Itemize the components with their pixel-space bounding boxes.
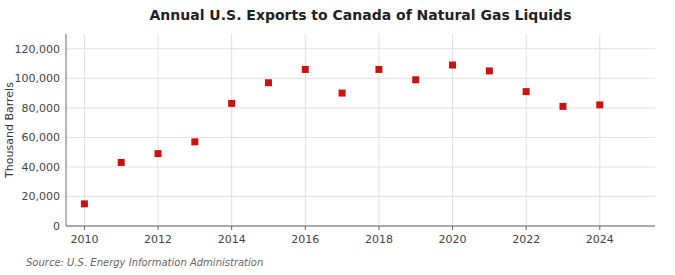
- chart-container: Annual U.S. Exports to Canada of Natural…: [0, 0, 675, 275]
- x-grid-line: [84, 34, 85, 226]
- y-tick-label: 20,000: [22, 190, 61, 203]
- y-grid-line: [66, 78, 655, 79]
- x-grid-line: [526, 34, 527, 226]
- title: Annual U.S. Exports to Canada of Natural…: [150, 7, 572, 23]
- point: [155, 150, 162, 157]
- x-tick: [452, 226, 453, 230]
- point: [559, 103, 566, 110]
- x-tick-label: 2022: [512, 233, 540, 246]
- x-tick-label: 2024: [586, 233, 614, 246]
- x-grid-line: [599, 34, 600, 226]
- x-tick-label: 2016: [291, 233, 319, 246]
- x-grid-line: [305, 34, 306, 226]
- point: [302, 66, 309, 73]
- point: [596, 101, 603, 108]
- x-tick: [231, 226, 232, 230]
- point: [265, 79, 272, 86]
- point: [412, 76, 419, 83]
- y-tick-label: 100,000: [15, 72, 61, 85]
- chart: Annual U.S. Exports to Canada of Natural…: [0, 0, 675, 275]
- x-tick-label: 2020: [439, 233, 467, 246]
- y-axis-line: [66, 34, 67, 226]
- y-grid-line: [66, 196, 655, 197]
- y-grid-line: [66, 48, 655, 49]
- x-tick-label: 2018: [365, 233, 393, 246]
- y-axis-label: Thousand Barrels: [3, 82, 16, 179]
- x-axis-line: [66, 226, 655, 227]
- x-tick: [84, 226, 85, 230]
- point: [449, 62, 456, 69]
- x-tick: [158, 226, 159, 230]
- x-grid-line: [378, 34, 379, 226]
- point: [339, 90, 346, 97]
- x-tick-label: 2012: [144, 233, 172, 246]
- point: [486, 67, 493, 74]
- point: [523, 88, 530, 95]
- grid: [66, 34, 655, 226]
- x-tick: [305, 226, 306, 230]
- point: [228, 100, 235, 107]
- x-tick: [599, 226, 600, 230]
- point: [81, 200, 88, 207]
- x-tick: [378, 226, 379, 230]
- source-note: Source: U.S. Energy Information Administ…: [26, 257, 263, 268]
- y-grid-line: [66, 107, 655, 108]
- x-tick-label: 2014: [218, 233, 246, 246]
- x-tick: [526, 226, 527, 230]
- point: [118, 159, 125, 166]
- x-grid-line: [231, 34, 232, 226]
- x-grid-line: [158, 34, 159, 226]
- y-tick-label: 80,000: [22, 102, 61, 115]
- points: [81, 62, 603, 208]
- point: [375, 66, 382, 73]
- y-tick-label: 0: [53, 220, 60, 233]
- y-tick-label: 60,000: [22, 131, 61, 144]
- y-grid-line: [66, 137, 655, 138]
- y-tick-label: 40,000: [22, 161, 61, 174]
- y-grid-line: [66, 166, 655, 167]
- point: [191, 138, 198, 145]
- y-grid-line: [66, 226, 655, 227]
- y-tick-label: 120,000: [15, 43, 61, 56]
- x-tick-label: 2010: [70, 233, 98, 246]
